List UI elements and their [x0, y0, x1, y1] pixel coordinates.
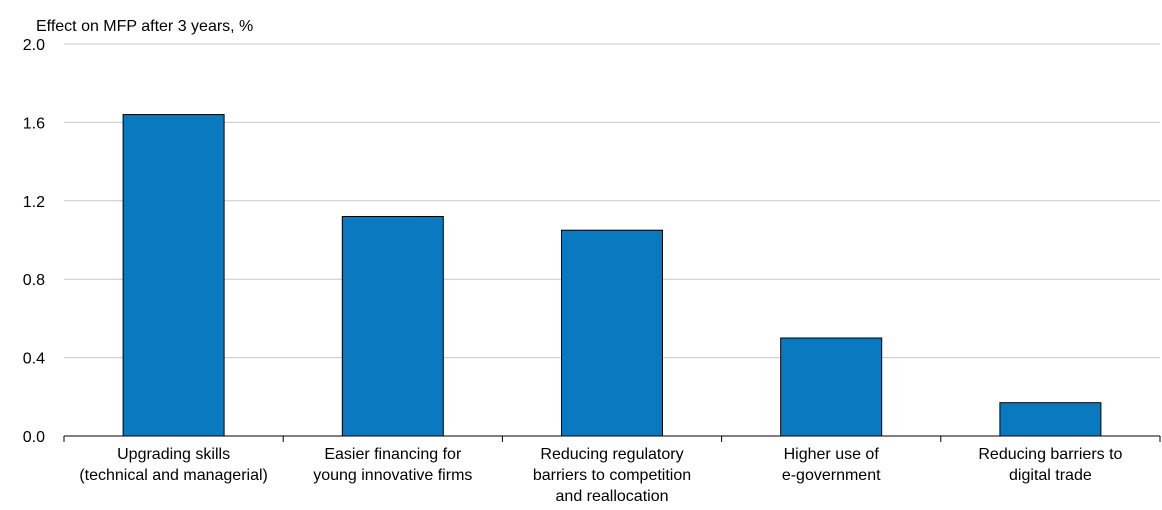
x-axis [63, 435, 1161, 442]
y-tick-label: 1.6 [23, 115, 45, 132]
gridlines [64, 43, 1160, 359]
y-tick-label: 0.0 [23, 429, 45, 446]
bar [122, 114, 225, 437]
bars [122, 114, 1102, 437]
bar [780, 337, 883, 437]
bar [341, 215, 444, 437]
y-tick-label: 0.4 [23, 351, 45, 368]
y-tick-labels: 0.0 0.4 0.8 1.2 1.6 2.0 [23, 37, 45, 446]
x-category-label: Reducing barriers to digital trade [978, 446, 1122, 484]
y-tick-label: 0.8 [23, 272, 45, 289]
x-category-label: Upgrading skills (technical and manageria… [79, 446, 268, 484]
x-category-label: Higher use of e-government [782, 446, 881, 484]
x-category-label: Easier financing for young innovative fir… [313, 446, 472, 484]
y-tick-label: 1.2 [23, 194, 45, 211]
bar [999, 402, 1102, 437]
x-category-label: Reducing regulatory barriers to competiti… [533, 446, 691, 505]
category-labels: Upgrading skills (technical and manageria… [79, 446, 1122, 505]
y-axis-label: Effect on MFP after 3 years, % [36, 18, 253, 35]
bar [561, 229, 663, 437]
y-tick-label: 2.0 [23, 37, 45, 54]
